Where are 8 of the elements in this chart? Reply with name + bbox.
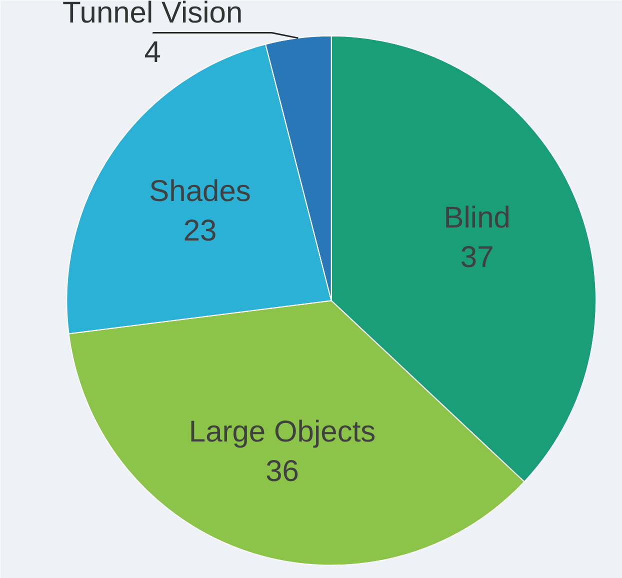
data-label: 36 [266,454,299,488]
slice-label: Tunnel Vision [62,0,243,30]
data-label: 37 [460,240,494,274]
data-label: 23 [183,214,217,248]
slice-label: Large Objects [188,415,376,448]
data-label: 4 [144,36,161,70]
slice-label: Shades [149,175,251,208]
slice-label: Blind [444,201,510,234]
